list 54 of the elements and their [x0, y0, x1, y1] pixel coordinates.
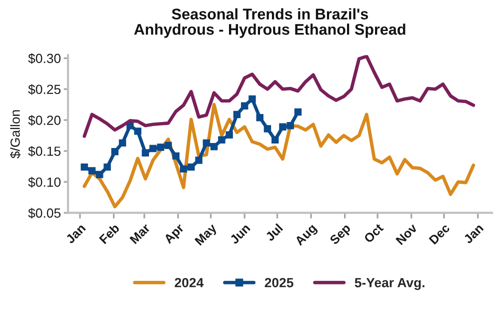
- x-tick-label: Apr: [163, 223, 186, 246]
- y-tick-label: $0.05: [28, 208, 61, 219]
- point: [226, 131, 233, 139]
- line-series: [82, 55, 476, 138]
- x-tick-label: Jan: [463, 223, 484, 244]
- x-tick-label: Aug: [294, 223, 319, 248]
- y-axis-title: $/Gallon: [10, 110, 21, 158]
- point: [180, 165, 188, 173]
- legend-label: 5-Year Avg.: [354, 278, 424, 290]
- point: [118, 139, 126, 147]
- x-tick-label: May: [194, 222, 219, 248]
- point: [195, 156, 202, 164]
- x-tick-label: Jan: [65, 223, 86, 244]
- point: [256, 114, 264, 122]
- chart-title: Seasonal Trends in Brazil's Anhydrous - Hydrous Ethanol Spread: [134, 8, 406, 38]
- point: [286, 122, 294, 130]
- point: [96, 170, 104, 178]
- legend-label: 2025: [264, 278, 294, 288]
- point: [240, 102, 248, 110]
- point: [88, 167, 96, 174]
- point: [80, 163, 88, 171]
- point: [134, 128, 142, 135]
- x-tick-label: Dec: [428, 223, 450, 245]
- point: [248, 95, 256, 103]
- x-tick-label: Feb: [98, 222, 120, 244]
- x-tick-label: Oct: [363, 222, 384, 244]
- point: [279, 123, 286, 130]
- point: [157, 144, 164, 151]
- point: [271, 136, 279, 144]
- x-tick-label: Nov: [396, 222, 418, 246]
- point: [104, 163, 111, 171]
- point: [210, 143, 218, 150]
- point: [164, 142, 172, 150]
- point: [142, 149, 149, 156]
- point: [111, 148, 118, 156]
- y-tick-label: $0.30: [28, 53, 61, 64]
- x-tick-label: Mar: [129, 223, 151, 244]
- point: [172, 152, 180, 160]
- point: [264, 125, 272, 132]
- point: [188, 163, 195, 171]
- y-tick-label: $0.15: [28, 146, 61, 157]
- y-tick-label: $0.25: [28, 84, 61, 95]
- point: [218, 136, 226, 144]
- x-tick-label: Jun: [229, 223, 251, 245]
- point: [294, 108, 302, 116]
- y-tick-label: $0.10: [28, 176, 61, 188]
- point: [202, 139, 210, 147]
- x-tick-label: Sep: [329, 223, 353, 247]
- x-tick-label: Jul: [264, 223, 284, 242]
- line-series: [82, 102, 476, 208]
- point: [149, 144, 157, 152]
- point: [233, 110, 241, 118]
- y-tick-label: $0.20: [28, 115, 61, 126]
- legend-label: 2024: [174, 278, 204, 288]
